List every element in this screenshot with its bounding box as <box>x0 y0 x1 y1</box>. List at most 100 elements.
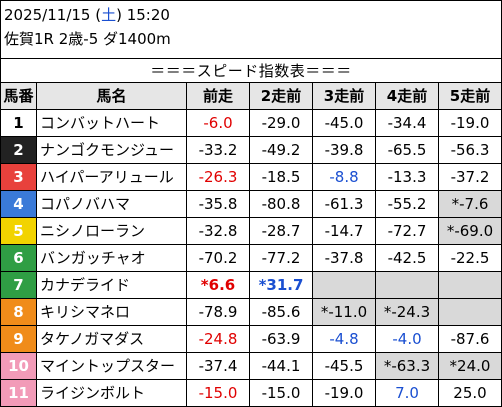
speed-index-cell: -49.2 <box>249 136 313 164</box>
horse-name: ハイパーアリュール <box>36 163 187 191</box>
speed-index-cell: 25.0 <box>438 379 502 407</box>
speed-index-cell: -45.0 <box>312 109 376 137</box>
speed-index-cell: -22.5 <box>438 244 502 272</box>
speed-index-cell: -15.0 <box>186 379 250 407</box>
header-row: 馬番 馬名 前走 2走前 3走前 4走前 5走前 <box>0 82 502 110</box>
horse-number: 4 <box>0 190 37 218</box>
horse-name: ライジンボルト <box>36 379 187 407</box>
speed-index-cell: -63.9 <box>249 325 313 353</box>
speed-index-cell: -42.5 <box>375 244 439 272</box>
speed-index-cell: -4.0 <box>375 325 439 353</box>
speed-index-cell: *-7.6 <box>438 190 502 218</box>
horse-name: ニシノローラン <box>36 217 187 245</box>
speed-index-cell: -8.8 <box>312 163 376 191</box>
col-header-4back: 4走前 <box>375 82 439 110</box>
horse-number: 10 <box>0 352 37 380</box>
weekday: 土 <box>101 6 117 24</box>
speed-index-cell: -39.8 <box>312 136 376 164</box>
horse-name: カナデライド <box>36 271 187 299</box>
speed-index-cell: -70.2 <box>186 244 250 272</box>
table-row: 3 ハイパーアリュール -26.3 -18.5 -8.8 -13.3 -37.2 <box>0 163 502 191</box>
table-row: 6 バンガッチャオ -70.2 -77.2 -37.8 -42.5 -22.5 <box>0 244 502 272</box>
horse-name: マイントップスター <box>36 352 187 380</box>
table-title: ＝＝＝スピード指数表＝＝＝ <box>1 58 501 84</box>
race-datetime: 2025/11/15 (土) 15:20 <box>4 6 170 24</box>
speed-index-cell: -45.5 <box>312 352 376 380</box>
speed-index-cell: -14.7 <box>312 217 376 245</box>
speed-index-cell: *-63.3 <box>375 352 439 380</box>
table-row: 10 マイントップスター -37.4 -44.1 -45.5 *-63.3 *24.0 <box>0 352 502 380</box>
speed-index-cell: *31.7 <box>249 271 313 299</box>
speed-index-cell: -37.8 <box>312 244 376 272</box>
speed-index-cell: *6.6 <box>186 271 250 299</box>
speed-index-cell: -34.4 <box>375 109 439 137</box>
col-header-2back: 2走前 <box>249 82 313 110</box>
speed-index-cell: -19.0 <box>438 109 502 137</box>
speed-index-cell: -29.0 <box>249 109 313 137</box>
col-header-number: 馬番 <box>0 82 37 110</box>
speed-index-cell: -61.3 <box>312 190 376 218</box>
date-text: 2025/11/15 ( <box>4 6 102 24</box>
table-row: 11 ライジンボルト -15.0 -15.0 -19.0 7.0 25.0 <box>0 379 502 407</box>
table-row: 7 カナデライド *6.6 *31.7 <box>0 271 502 299</box>
horse-number: 5 <box>0 217 37 245</box>
speed-index-cell: *24.0 <box>438 352 502 380</box>
col-header-3back: 3走前 <box>312 82 376 110</box>
speed-index-cell: -44.1 <box>249 352 313 380</box>
speed-index-cell: -37.4 <box>186 352 250 380</box>
horse-number: 11 <box>0 379 37 407</box>
horse-number: 9 <box>0 325 37 353</box>
horse-number: 7 <box>0 271 37 299</box>
horse-number: 1 <box>0 109 37 137</box>
time-text: ) 15:20 <box>116 6 170 24</box>
speed-index-table: 馬番 馬名 前走 2走前 3走前 4走前 5走前 1 コンバットハート -6.0 -2… <box>0 82 502 407</box>
speed-index-cell: *-11.0 <box>312 298 376 326</box>
speed-index-cell: -56.3 <box>438 136 502 164</box>
table-row: 8 キリシマネロ -78.9 -85.6 *-11.0 *-24.3 <box>0 298 502 326</box>
race-info: 佐賀1R 2歳-5 ダ1400m <box>4 30 171 48</box>
speed-index-cell: -32.8 <box>186 217 250 245</box>
table-row: 9 タケノガマダス -24.8 -63.9 -4.8 -4.0 -87.6 <box>0 325 502 353</box>
horse-number: 8 <box>0 298 37 326</box>
horse-number: 3 <box>0 163 37 191</box>
speed-index-cell: -37.2 <box>438 163 502 191</box>
speed-index-cell: -18.5 <box>249 163 313 191</box>
horse-name: コンバットハート <box>36 109 187 137</box>
speed-index-cell: -72.7 <box>375 217 439 245</box>
horse-name: コパノバハマ <box>36 190 187 218</box>
table-row: 5 ニシノローラン -32.8 -28.7 -14.7 -72.7 *-69.0 <box>0 217 502 245</box>
horse-number: 6 <box>0 244 37 272</box>
table-row: 4 コパノバハマ -35.8 -80.8 -61.3 -55.2 *-7.6 <box>0 190 502 218</box>
speed-index-cell: -87.6 <box>438 325 502 353</box>
speed-index-cell: -33.2 <box>186 136 250 164</box>
speed-index-cell: -15.0 <box>249 379 313 407</box>
speed-index-cell: -4.8 <box>312 325 376 353</box>
col-header-5back: 5走前 <box>438 82 502 110</box>
speed-index-cell: 7.0 <box>375 379 439 407</box>
speed-index-cell: -28.7 <box>249 217 313 245</box>
table-row: 1 コンバットハート -6.0 -29.0 -45.0 -34.4 -19.0 <box>0 109 502 137</box>
speed-index-cell <box>312 271 376 299</box>
horse-number: 2 <box>0 136 37 164</box>
horse-name: バンガッチャオ <box>36 244 187 272</box>
speed-index-cell <box>375 271 439 299</box>
speed-index-cell: -13.3 <box>375 163 439 191</box>
speed-index-cell: -85.6 <box>249 298 313 326</box>
speed-index-cell: -55.2 <box>375 190 439 218</box>
table-row: 2 ナンゴクモンジュー -33.2 -49.2 -39.8 -65.5 -56.3 <box>0 136 502 164</box>
speed-index-cell: *-24.3 <box>375 298 439 326</box>
col-header-last: 前走 <box>186 82 250 110</box>
speed-index-cell: *-69.0 <box>438 217 502 245</box>
speed-index-cell: -65.5 <box>375 136 439 164</box>
horse-name: ナンゴクモンジュー <box>36 136 187 164</box>
speed-index-cell: -35.8 <box>186 190 250 218</box>
speed-index-cell: -78.9 <box>186 298 250 326</box>
speed-index-cell <box>438 298 502 326</box>
speed-index-cell: -80.8 <box>249 190 313 218</box>
speed-index-cell: -26.3 <box>186 163 250 191</box>
speed-index-cell: -6.0 <box>186 109 250 137</box>
speed-index-cell <box>438 271 502 299</box>
speed-index-cell: -24.8 <box>186 325 250 353</box>
horse-name: キリシマネロ <box>36 298 187 326</box>
horse-name: タケノガマダス <box>36 325 187 353</box>
